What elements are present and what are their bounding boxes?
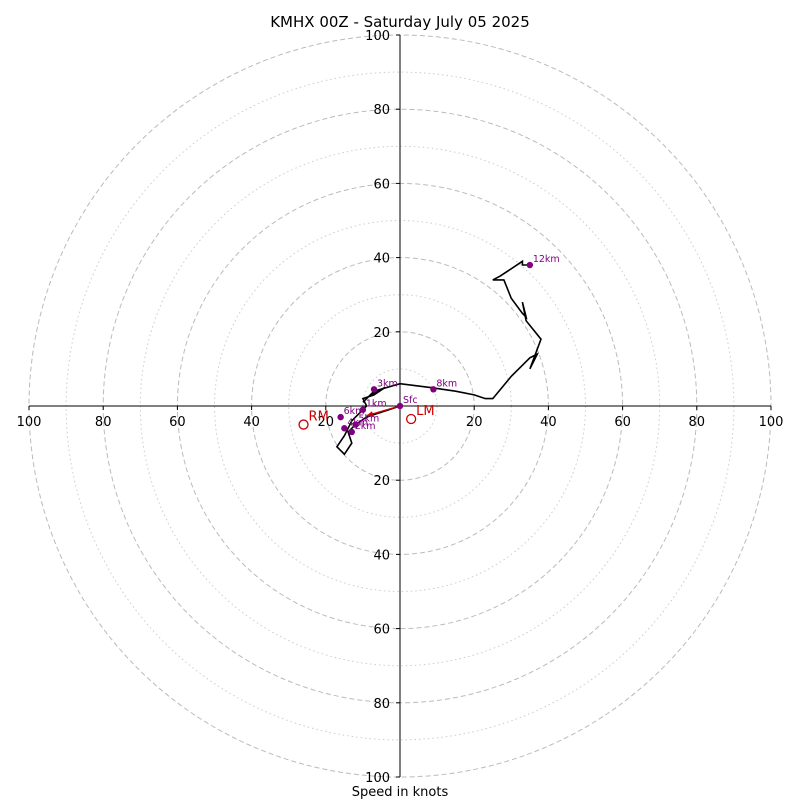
height-label-1km: 1km bbox=[366, 399, 387, 410]
storm-motion-arrowhead bbox=[366, 411, 374, 417]
tick-labels: 100 100 80 80 60 60 40 40 20 20 20 20 40 40 60 60 80 80 10… bbox=[17, 29, 784, 786]
y-tick-label: 60 bbox=[373, 623, 390, 638]
height-marker-2km bbox=[348, 428, 355, 436]
height-label-5km: 5km bbox=[358, 414, 379, 425]
x-tick-label: 100 bbox=[759, 415, 784, 430]
height-marker-1km bbox=[359, 406, 367, 413]
y-tick-label: 20 bbox=[373, 326, 390, 341]
y-tick-label: 100 bbox=[365, 771, 390, 786]
height-marker-12km bbox=[526, 261, 534, 269]
storm-motion-label-lm: LM bbox=[416, 404, 434, 419]
storm-motion-label-rm: RM bbox=[309, 410, 329, 425]
hodograph-line bbox=[335, 259, 542, 456]
height-label-2km: 2km bbox=[355, 421, 376, 432]
height-label-8km: 8km bbox=[436, 378, 457, 389]
y-tick-label: 80 bbox=[373, 103, 390, 118]
y-tick-label: 40 bbox=[373, 252, 390, 267]
height-marker-4km bbox=[341, 425, 348, 432]
y-tick-label: 40 bbox=[373, 548, 390, 563]
x-tick-label: 20 bbox=[318, 415, 335, 430]
storm-motion-marker-lm bbox=[405, 413, 417, 425]
y-tick-label: 60 bbox=[373, 177, 390, 192]
height-marker-6km bbox=[337, 413, 344, 421]
height-marker-sfc bbox=[396, 402, 404, 410]
x-tick-label: 40 bbox=[243, 415, 260, 430]
chart-title: KMHX 00Z - Saturday July 05 2025 bbox=[270, 13, 530, 31]
x-tick-label: 20 bbox=[466, 415, 483, 430]
x-tick-label: 40 bbox=[540, 415, 557, 430]
height-marker-8km bbox=[430, 386, 437, 393]
y-tick-label: 100 bbox=[365, 29, 390, 44]
x-tick-label: 80 bbox=[689, 415, 706, 430]
height-label-12km: 12km bbox=[533, 254, 560, 265]
x-tick-label: 100 bbox=[17, 415, 42, 430]
height-label-sfc: Sfc bbox=[403, 395, 418, 406]
x-tick-label: 80 bbox=[95, 415, 112, 430]
storm-motion-layer: RM LM bbox=[298, 404, 435, 430]
x-tick-label: 60 bbox=[614, 415, 631, 430]
x-tick-label: 60 bbox=[169, 415, 186, 430]
x-axis-label: Speed in knots bbox=[352, 785, 449, 800]
height-label-3km: 3km bbox=[377, 378, 398, 389]
y-tick-label: 20 bbox=[373, 474, 390, 489]
height-marker-3km bbox=[370, 386, 378, 393]
height-label-6km: 6km bbox=[344, 406, 365, 417]
storm-motion-marker-rm bbox=[298, 419, 309, 430]
y-tick-label: 80 bbox=[373, 697, 390, 712]
height-markers: Sfc1km2km3km4km5km6km8km12km bbox=[337, 254, 560, 436]
hodograph-trace bbox=[335, 259, 542, 456]
height-marker-5km bbox=[352, 421, 359, 428]
